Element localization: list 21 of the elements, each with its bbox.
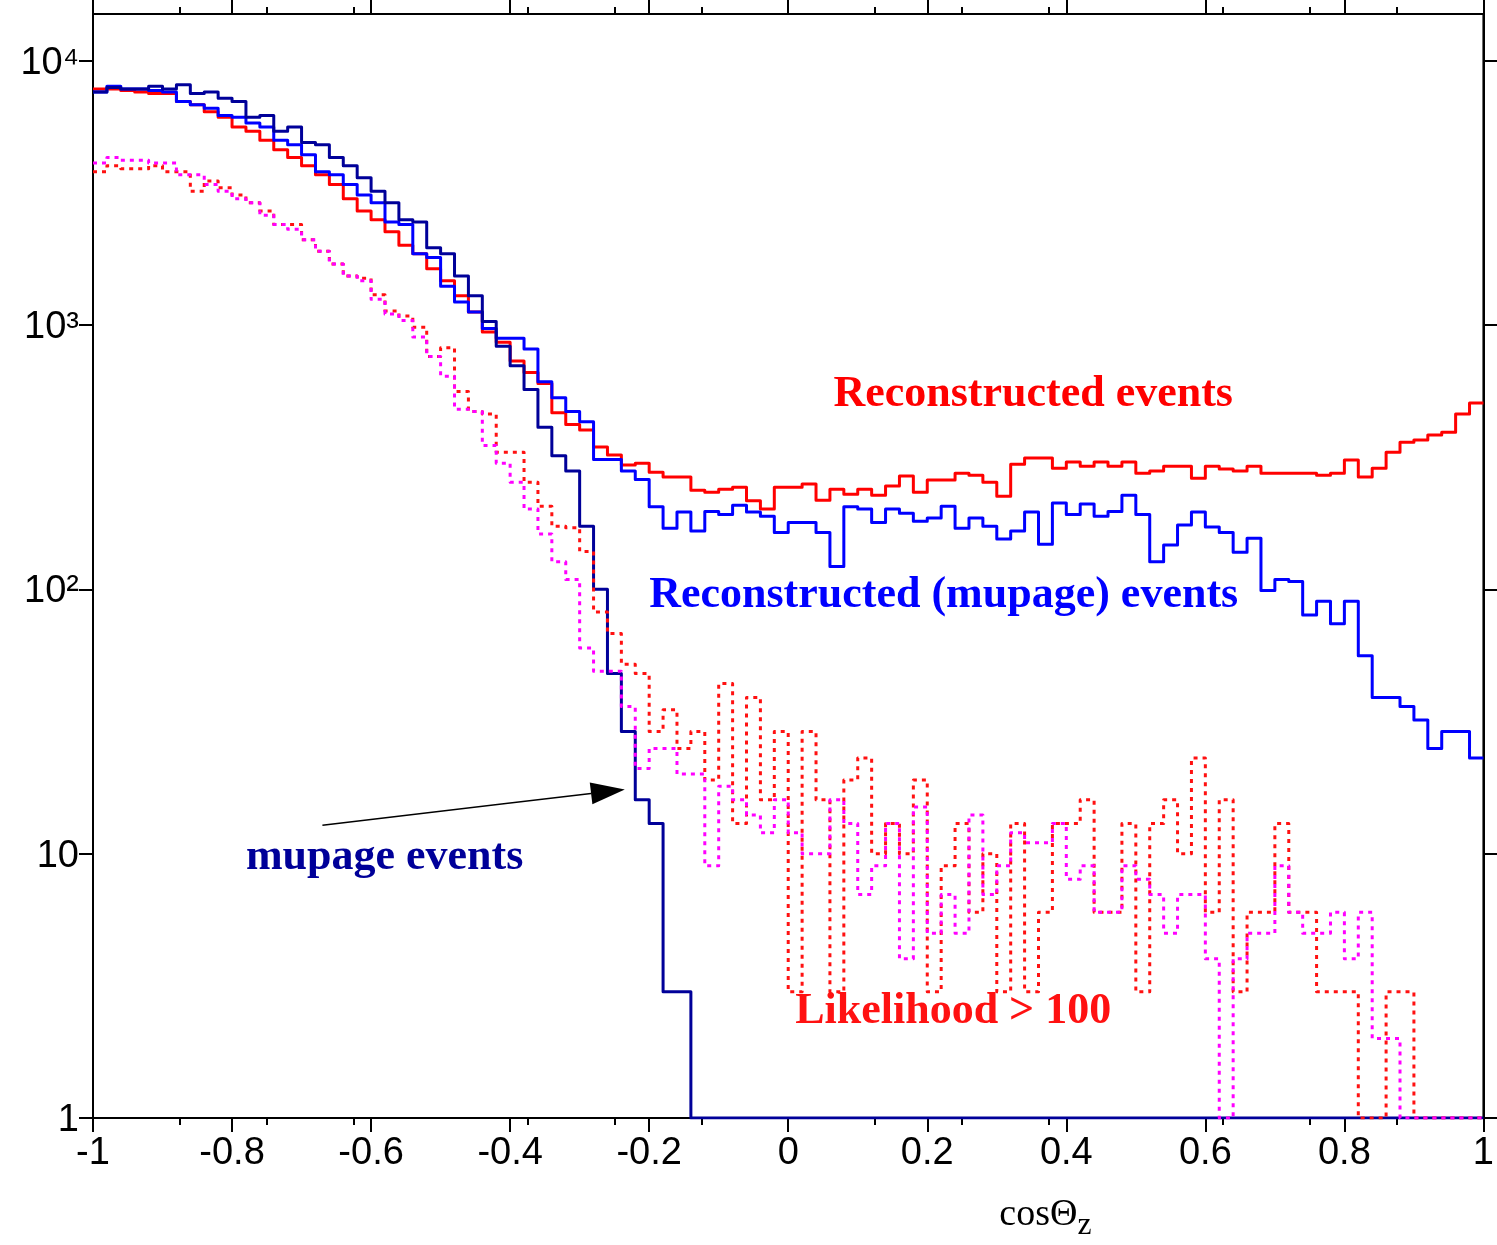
x-tick-label: 0 xyxy=(777,1130,799,1172)
x-tick-label: -0.2 xyxy=(616,1130,682,1172)
y-tick-label: 10² xyxy=(24,568,79,611)
x-tick-label: 1 xyxy=(1472,1130,1494,1172)
series-label: Reconstructed events xyxy=(833,365,1233,417)
x-tick-label: -0.4 xyxy=(477,1130,543,1172)
x-tick-label: 0.8 xyxy=(1317,1130,1371,1172)
series-label: Likelihood > 100 xyxy=(795,982,1112,1034)
x-tick-label: 0.6 xyxy=(1178,1130,1232,1172)
x-tick-label: -1 xyxy=(76,1130,110,1172)
x-tick-label: 0.4 xyxy=(1039,1130,1093,1172)
series-label: Reconstructed (mupage) events xyxy=(649,566,1239,618)
x-tick-label: 0.2 xyxy=(900,1130,954,1172)
x-tick-label: -0.6 xyxy=(338,1130,404,1172)
y-tick-label: 10⁴ xyxy=(20,39,79,82)
y-tick-label: 10 xyxy=(36,832,79,875)
x-tick-label: -0.8 xyxy=(199,1130,265,1172)
y-tick-label: 1 xyxy=(57,1097,79,1139)
y-tick-label: 10³ xyxy=(24,303,79,346)
text: mupage events xyxy=(245,828,524,880)
x-axis-title: cosΘ$_{z}$ xyxy=(999,1190,1092,1242)
